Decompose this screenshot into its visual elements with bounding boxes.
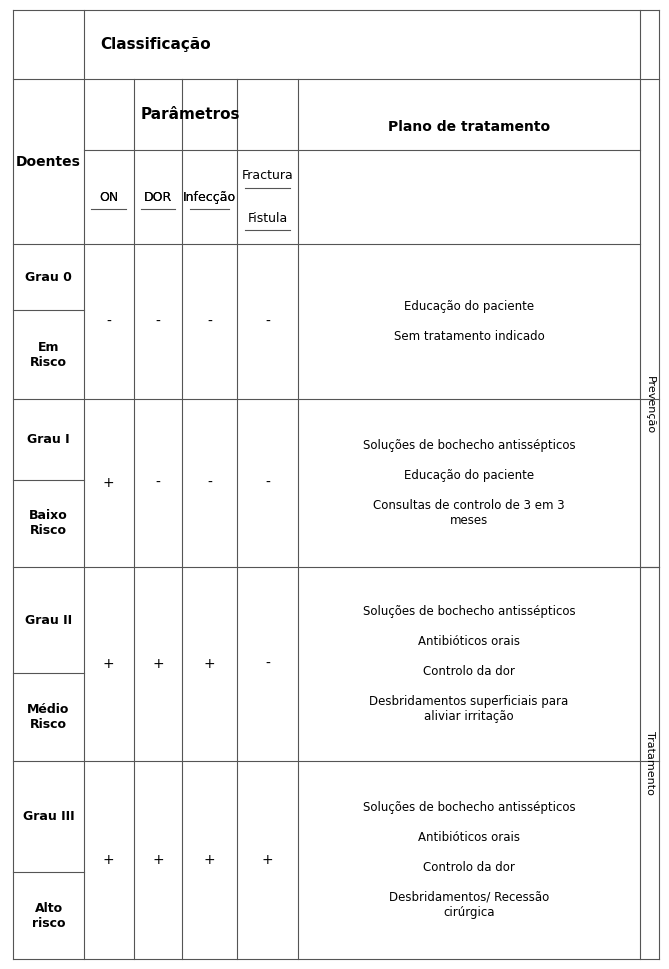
Text: Soluções de bochecho antissépticos

Antibióticos orais

Controlo da dor

Desbrid: Soluções de bochecho antissépticos Antib… <box>363 801 575 919</box>
Text: +: + <box>103 476 114 490</box>
Text: Fistula: Fistula <box>248 212 288 225</box>
Text: ON: ON <box>99 191 118 203</box>
Text: +: + <box>103 853 114 867</box>
Text: Grau II: Grau II <box>25 613 72 627</box>
Text: -: - <box>207 315 212 328</box>
Text: Tratamento: Tratamento <box>645 732 654 795</box>
Text: -: - <box>265 657 270 671</box>
Text: Baixo
Risco: Baixo Risco <box>29 510 68 537</box>
Text: +: + <box>103 657 114 671</box>
Text: -: - <box>155 476 161 490</box>
Text: Plano de tratamento: Plano de tratamento <box>388 120 550 134</box>
Text: -: - <box>155 315 161 328</box>
Text: +: + <box>204 853 215 867</box>
Text: +: + <box>204 657 215 671</box>
Text: +: + <box>152 853 164 867</box>
Text: Médio
Risco: Médio Risco <box>27 703 70 731</box>
Text: Grau III: Grau III <box>23 810 74 823</box>
Text: Soluções de bochecho antissépticos

Educação do paciente

Consultas de controlo : Soluções de bochecho antissépticos Educa… <box>363 439 575 527</box>
Text: +: + <box>262 853 274 867</box>
Text: DOR: DOR <box>144 191 172 203</box>
Text: DOR: DOR <box>144 191 172 203</box>
Text: Soluções de bochecho antissépticos

Antibióticos orais

Controlo da dor

Desbrid: Soluções de bochecho antissépticos Antib… <box>363 605 575 723</box>
Text: Grau 0: Grau 0 <box>25 270 72 284</box>
Text: Fractura: Fractura <box>242 170 294 182</box>
Text: -: - <box>265 315 270 328</box>
Text: Classificação: Classificação <box>100 37 211 52</box>
Text: Doentes: Doentes <box>16 155 81 169</box>
Text: -: - <box>207 476 212 490</box>
Text: Grau I: Grau I <box>27 433 70 446</box>
Text: -: - <box>106 315 111 328</box>
Text: -: - <box>265 476 270 490</box>
Text: Alto
risco: Alto risco <box>31 902 66 929</box>
Text: Infecção: Infecção <box>183 191 236 203</box>
Text: ON: ON <box>99 191 118 203</box>
Text: Educação do paciente

Sem tratamento indicado: Educação do paciente Sem tratamento indi… <box>393 300 545 343</box>
Text: Parâmetros: Parâmetros <box>141 108 240 122</box>
Text: Prevenção: Prevenção <box>645 377 654 434</box>
Text: Em
Risco: Em Risco <box>30 341 67 368</box>
Text: Infecção: Infecção <box>183 191 236 203</box>
Text: +: + <box>152 657 164 671</box>
